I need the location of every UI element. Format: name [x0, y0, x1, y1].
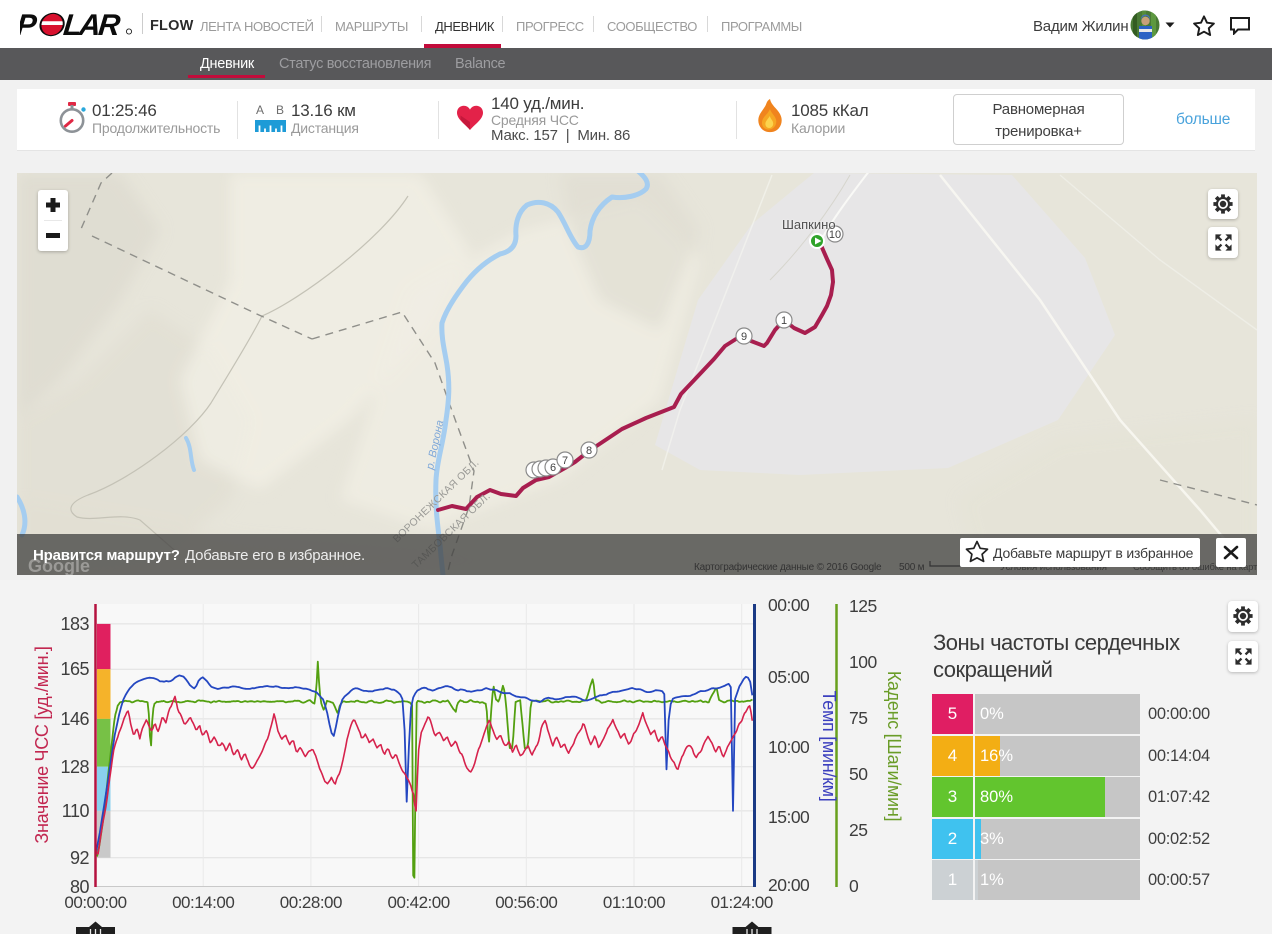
svg-text:80: 80 — [70, 877, 90, 897]
svg-text:Шапкино: Шапкино — [782, 217, 836, 232]
svg-text:Темп [мин/км]: Темп [мин/км] — [819, 691, 839, 802]
svg-text:165: 165 — [60, 659, 89, 679]
svg-text:LAR: LAR — [62, 11, 122, 39]
svg-text:05:00: 05:00 — [768, 667, 810, 687]
svg-text:50: 50 — [849, 764, 868, 784]
svg-text:0: 0 — [849, 876, 859, 896]
svg-text:92: 92 — [70, 848, 90, 868]
svg-text:Нравится маршрут?: Нравится маршрут? — [33, 547, 180, 564]
svg-text:Добавьте маршрут в избранное: Добавьте маршрут в избранное — [993, 545, 1194, 561]
svg-text:Значение ЧСС [уд./мин.]: Значение ЧСС [уд./мин.] — [32, 646, 52, 843]
svg-text:110: 110 — [62, 801, 90, 821]
svg-text:Google: Google — [28, 556, 90, 575]
svg-text:00:00:00: 00:00:00 — [64, 893, 126, 912]
svg-text:1: 1 — [781, 315, 787, 327]
svg-text:146: 146 — [60, 709, 89, 729]
svg-text:10:00: 10:00 — [768, 737, 810, 757]
svg-text:00:00: 00:00 — [768, 595, 810, 615]
svg-text:10: 10 — [829, 229, 841, 241]
svg-text:Каденс [Шаги/мин]: Каденс [Шаги/мин] — [884, 671, 904, 821]
svg-text:Сообщить об ошибке на карте: Сообщить об ошибке на карте — [1133, 562, 1257, 573]
svg-text:500 м: 500 м — [899, 562, 925, 573]
svg-text:125: 125 — [849, 596, 877, 616]
svg-text:00:28:00: 00:28:00 — [280, 893, 342, 912]
svg-text:P: P — [20, 11, 39, 39]
svg-text:00:56:00: 00:56:00 — [495, 893, 557, 912]
svg-text:Добавьте его в избранное.: Добавьте его в избранное. — [185, 547, 365, 564]
svg-text:00:14:00: 00:14:00 — [172, 893, 234, 912]
svg-text:25: 25 — [849, 820, 867, 840]
svg-text:9: 9 — [741, 331, 747, 343]
svg-text:128: 128 — [60, 757, 89, 777]
svg-text:100: 100 — [849, 652, 877, 672]
svg-text:20:00: 20:00 — [768, 875, 810, 895]
svg-text:7: 7 — [562, 455, 568, 467]
svg-text:01:24:00: 01:24:00 — [711, 893, 773, 912]
svg-text:15:00: 15:00 — [768, 807, 810, 827]
svg-text:Условия использования: Условия использования — [1000, 562, 1107, 573]
svg-text:183: 183 — [60, 614, 89, 634]
svg-text:8: 8 — [586, 445, 592, 457]
svg-text:00:42:00: 00:42:00 — [388, 893, 450, 912]
svg-text:Картографические данные © 2016: Картографические данные © 2016 Google — [694, 561, 882, 573]
svg-text:6: 6 — [550, 462, 556, 474]
svg-text:01:10:00: 01:10:00 — [603, 893, 665, 912]
svg-text:75: 75 — [849, 708, 867, 728]
